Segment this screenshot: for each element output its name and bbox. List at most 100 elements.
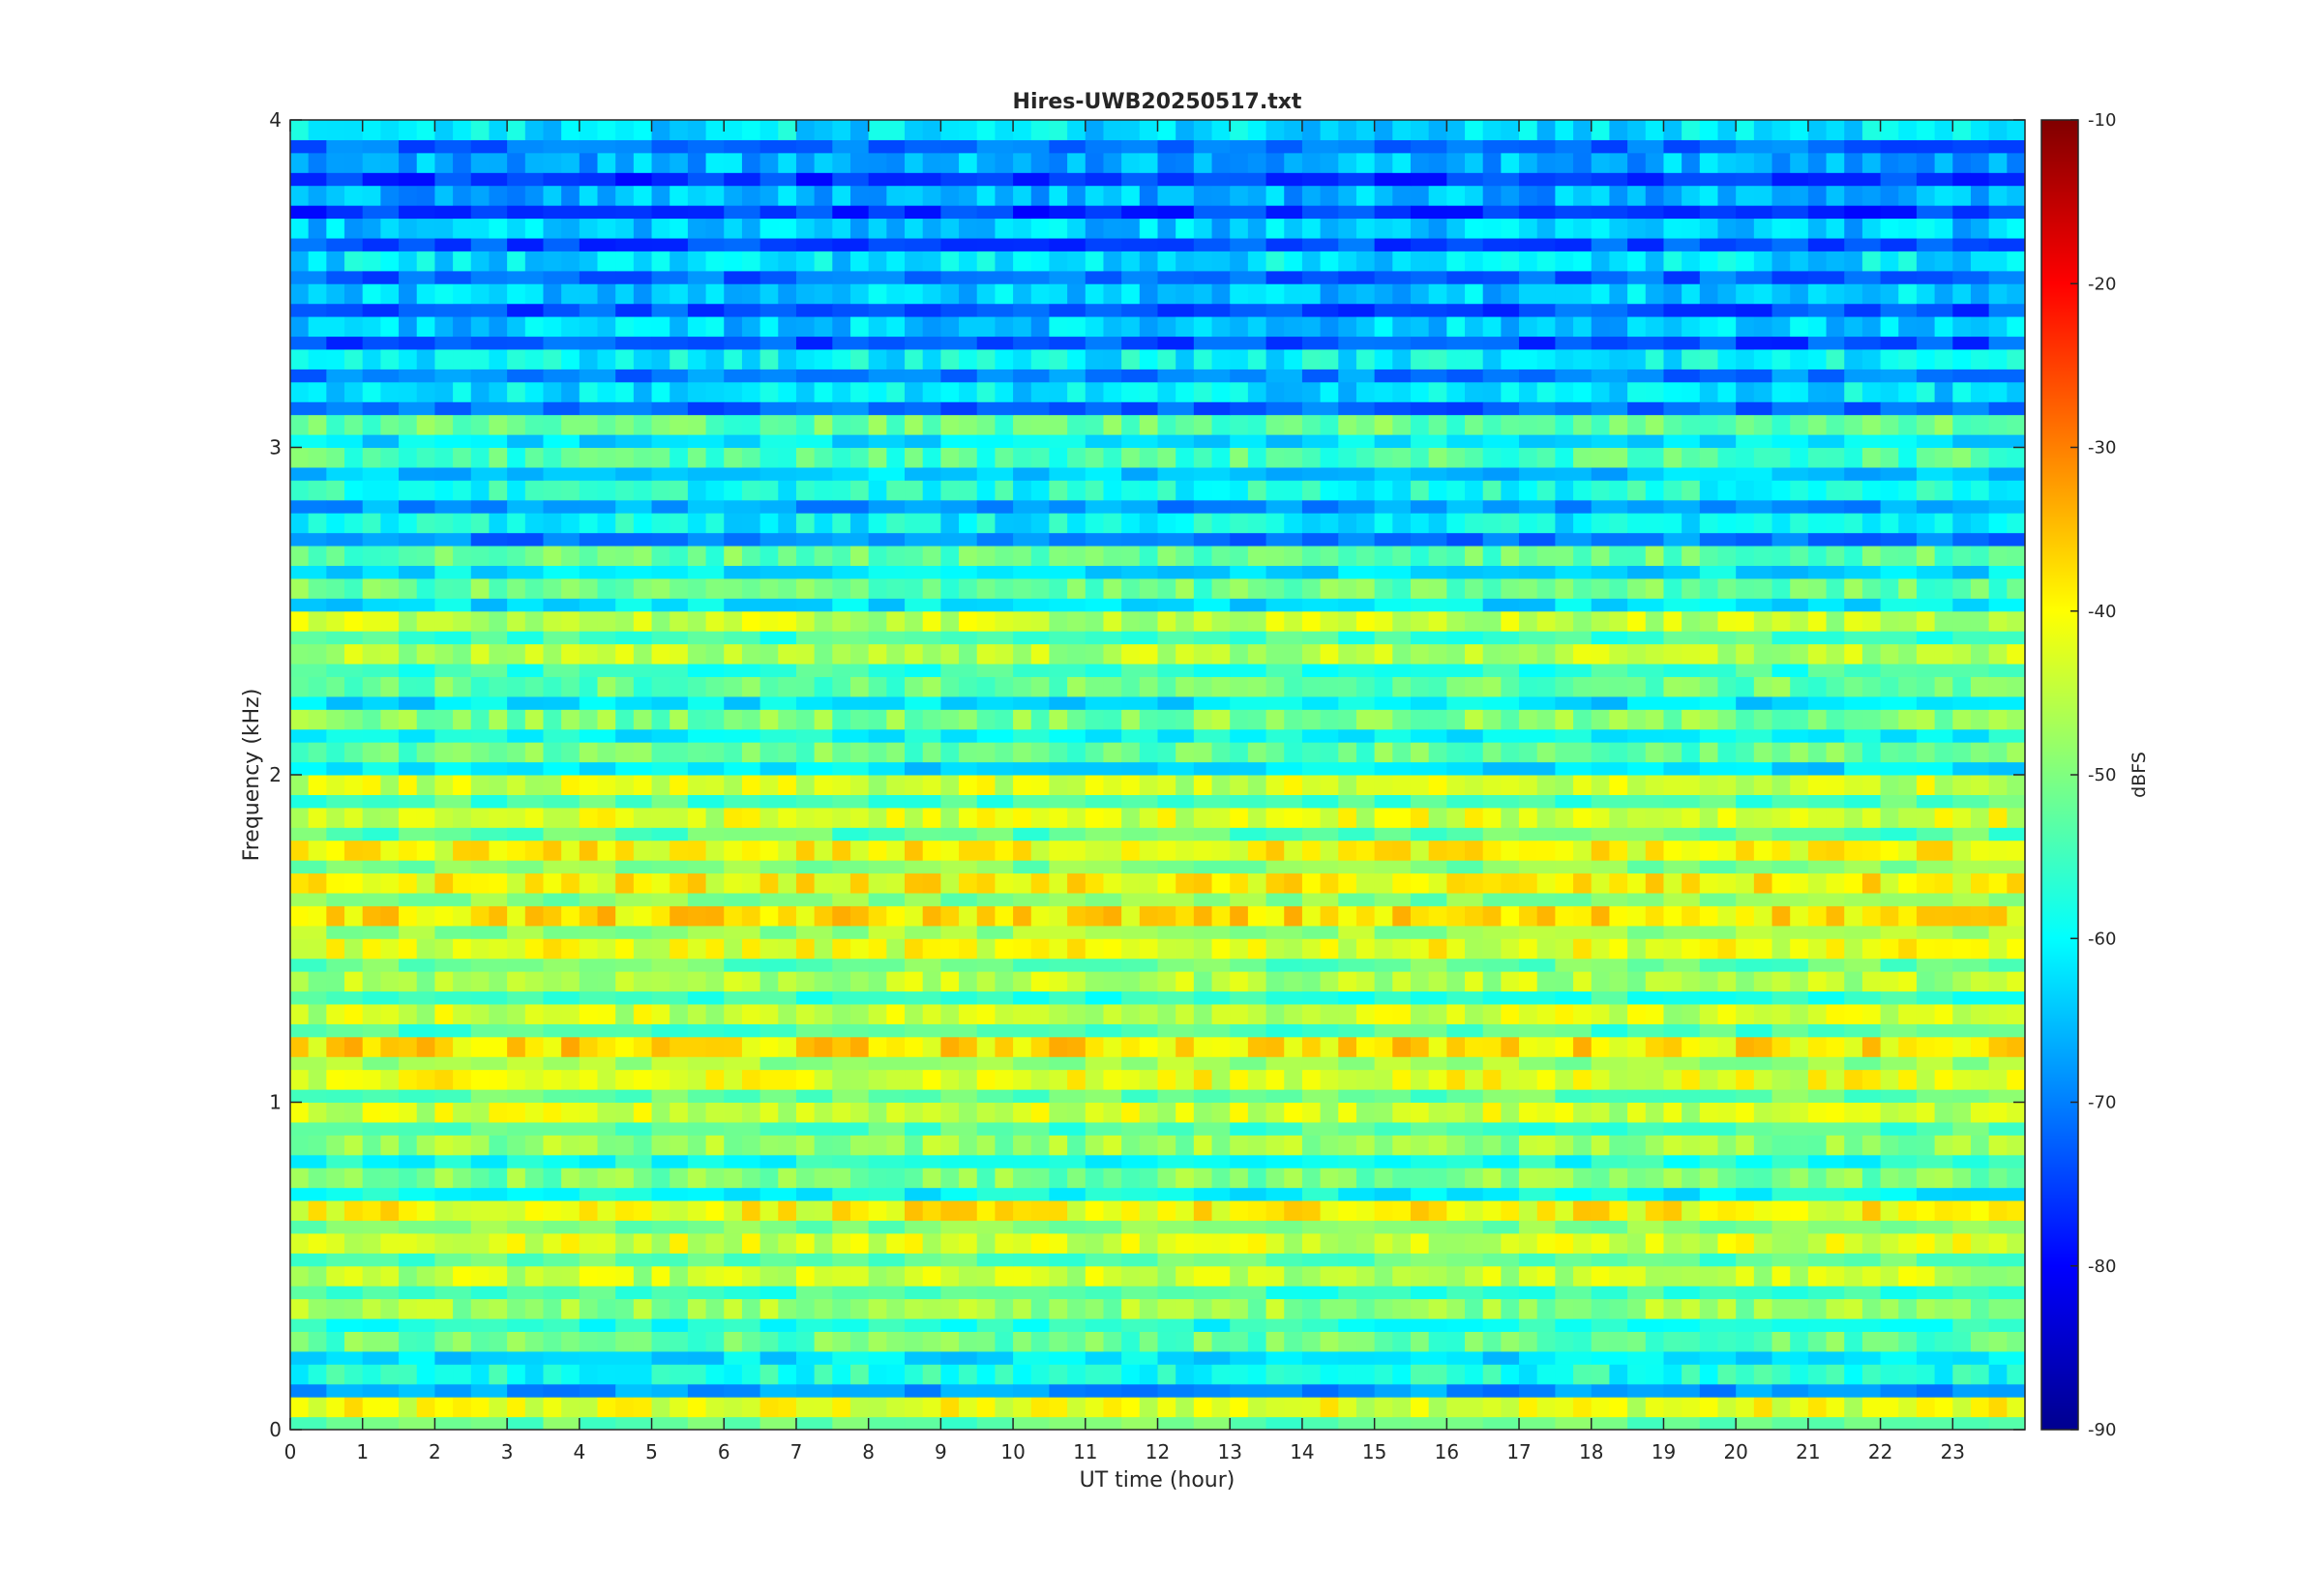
heatmap-cell xyxy=(1970,807,1990,829)
heatmap-cell xyxy=(1157,381,1176,403)
heatmap-cell xyxy=(380,480,400,501)
heatmap-cell xyxy=(1338,1003,1357,1025)
heatmap-cell xyxy=(1519,316,1538,338)
heatmap-cell xyxy=(1247,1265,1267,1287)
heatmap-cell xyxy=(1898,643,1918,665)
heatmap-cell xyxy=(1211,709,1231,730)
heatmap-cell xyxy=(1410,1384,1447,1398)
heatmap-cell xyxy=(687,1102,707,1123)
heatmap-cell xyxy=(687,381,707,403)
heatmap-cell xyxy=(1067,447,1087,468)
heatmap-cell xyxy=(615,337,653,350)
heatmap-cell xyxy=(561,546,580,567)
heatmap-cell xyxy=(1609,1167,1628,1189)
heatmap-cell xyxy=(1320,676,1339,697)
heatmap-cell xyxy=(724,348,743,370)
heatmap-cell xyxy=(687,546,707,567)
heatmap-cell xyxy=(1301,643,1322,665)
heatmap-cell xyxy=(524,577,545,600)
heatmap-cell xyxy=(1916,500,1953,514)
heatmap-cell xyxy=(1807,631,1845,645)
heatmap-cell xyxy=(1013,566,1051,579)
heatmap-cell xyxy=(814,971,833,992)
heatmap-cell xyxy=(579,369,616,383)
heatmap-cell xyxy=(759,513,779,534)
heatmap-cell xyxy=(2007,938,2025,960)
heatmap-cell xyxy=(362,1122,400,1136)
heatmap-cell xyxy=(1916,480,1936,501)
heatmap-cell xyxy=(1392,709,1412,730)
heatmap-cell xyxy=(1013,467,1051,481)
heatmap-cell xyxy=(940,696,978,710)
heatmap-cell xyxy=(976,959,1014,972)
heatmap-cell xyxy=(543,631,580,645)
heatmap-cell xyxy=(976,1221,1014,1234)
heatmap-cell xyxy=(832,827,870,842)
heatmap-cell xyxy=(651,794,689,809)
heatmap-cell xyxy=(1736,1265,1755,1287)
heatmap-cell xyxy=(741,414,761,436)
heatmap-cell xyxy=(705,1036,725,1058)
heatmap-cell xyxy=(633,381,653,403)
heatmap-cell xyxy=(579,1102,599,1123)
heatmap-cell xyxy=(724,434,761,448)
heatmap-cell xyxy=(759,1265,779,1287)
heatmap-cell xyxy=(1880,1384,1918,1398)
heatmap-cell xyxy=(1338,283,1357,305)
heatmap-cell xyxy=(416,480,436,501)
heatmap-cell xyxy=(1446,598,1484,612)
heatmap-cell xyxy=(976,762,1014,776)
heatmap-cell xyxy=(976,500,1014,514)
heatmap-cell xyxy=(399,1188,436,1201)
heatmap-cell xyxy=(795,872,816,895)
heatmap-cell xyxy=(1193,1351,1231,1365)
heatmap-cell xyxy=(1085,1253,1122,1267)
heatmap-cell xyxy=(1049,369,1087,383)
heatmap-cell xyxy=(1916,643,1936,665)
heatmap-cell xyxy=(579,1155,616,1168)
heatmap-cell xyxy=(1663,1036,1682,1058)
heatmap-cell xyxy=(832,926,870,939)
heatmap-cell xyxy=(344,1364,364,1385)
heatmap-cell xyxy=(1591,709,1611,730)
heatmap-cell xyxy=(524,1232,545,1255)
heatmap-cell xyxy=(1609,676,1628,697)
heatmap-cell xyxy=(1790,938,1809,960)
heatmap-cell xyxy=(868,1102,887,1123)
heatmap-cell xyxy=(1410,513,1430,534)
heatmap-cell xyxy=(543,598,580,612)
heatmap-cell xyxy=(1049,1135,1068,1156)
heatmap-cell xyxy=(959,577,978,600)
heatmap-cell xyxy=(1030,938,1051,960)
heatmap-cell xyxy=(326,546,345,567)
heatmap-cell xyxy=(1013,991,1051,1005)
heatmap-cell xyxy=(1952,513,1972,534)
heatmap-cell xyxy=(1446,381,1466,403)
heatmap-cell xyxy=(1952,729,1990,743)
heatmap-cell xyxy=(905,513,924,534)
heatmap-cell xyxy=(1682,1036,1701,1058)
heatmap-cell xyxy=(543,1397,562,1418)
heatmap-cell xyxy=(868,860,906,874)
heatmap-cell xyxy=(453,1265,472,1287)
heatmap-cell xyxy=(1771,1003,1791,1025)
heatmap-cell xyxy=(1265,742,1285,763)
heatmap-cell xyxy=(507,1155,545,1168)
heatmap-cell xyxy=(1736,1351,1773,1365)
heatmap-cell xyxy=(814,775,833,796)
heatmap-cell xyxy=(976,860,1014,874)
heatmap-cell xyxy=(1446,533,1484,547)
heatmap-cell xyxy=(1519,598,1556,612)
heatmap-cell xyxy=(922,480,941,501)
heatmap-cell xyxy=(1663,762,1701,776)
heatmap-cell xyxy=(579,414,599,436)
heatmap-cell xyxy=(995,381,1014,403)
heatmap-cell xyxy=(1717,447,1737,468)
heatmap-cell xyxy=(995,676,1014,697)
heatmap-cell xyxy=(1193,664,1231,677)
heatmap-cell xyxy=(1374,500,1412,514)
heatmap-cell xyxy=(1736,1298,1755,1320)
heatmap-cell xyxy=(615,467,653,481)
heatmap-cell xyxy=(1591,577,1611,600)
heatmap-cell xyxy=(399,1417,436,1430)
